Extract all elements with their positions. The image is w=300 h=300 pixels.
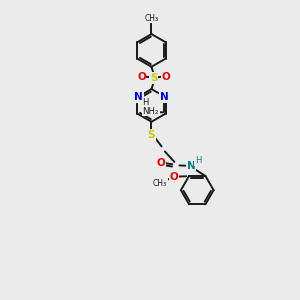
- Text: H: H: [195, 157, 201, 166]
- Text: N: N: [160, 92, 169, 102]
- Text: NH₂: NH₂: [142, 107, 159, 116]
- Text: O: O: [156, 158, 165, 168]
- Text: CH₃: CH₃: [153, 178, 167, 188]
- Text: O: O: [170, 172, 178, 182]
- Text: N: N: [134, 92, 143, 102]
- Text: S: S: [150, 73, 158, 83]
- Text: O: O: [162, 72, 171, 82]
- Text: CH₃: CH₃: [144, 14, 158, 22]
- Text: O: O: [137, 72, 146, 82]
- Text: S: S: [148, 130, 155, 140]
- Text: N: N: [187, 161, 196, 171]
- Text: H: H: [142, 98, 148, 107]
